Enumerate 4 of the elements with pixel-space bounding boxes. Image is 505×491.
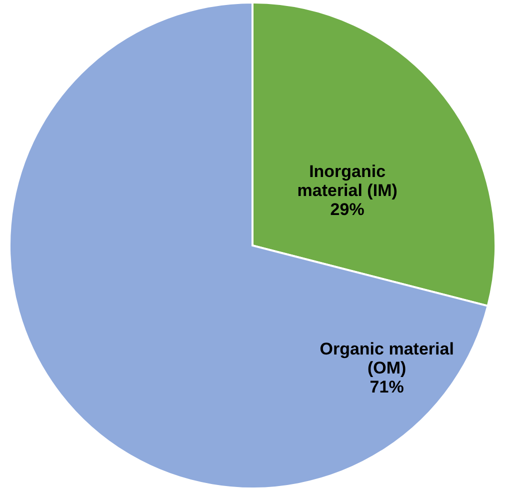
slice-label: Organic material (OM) (320, 340, 454, 378)
data-label: 29% (330, 200, 364, 219)
data-label: 71% (370, 378, 404, 397)
slice-label: Inorganic material (IM) (297, 162, 398, 200)
